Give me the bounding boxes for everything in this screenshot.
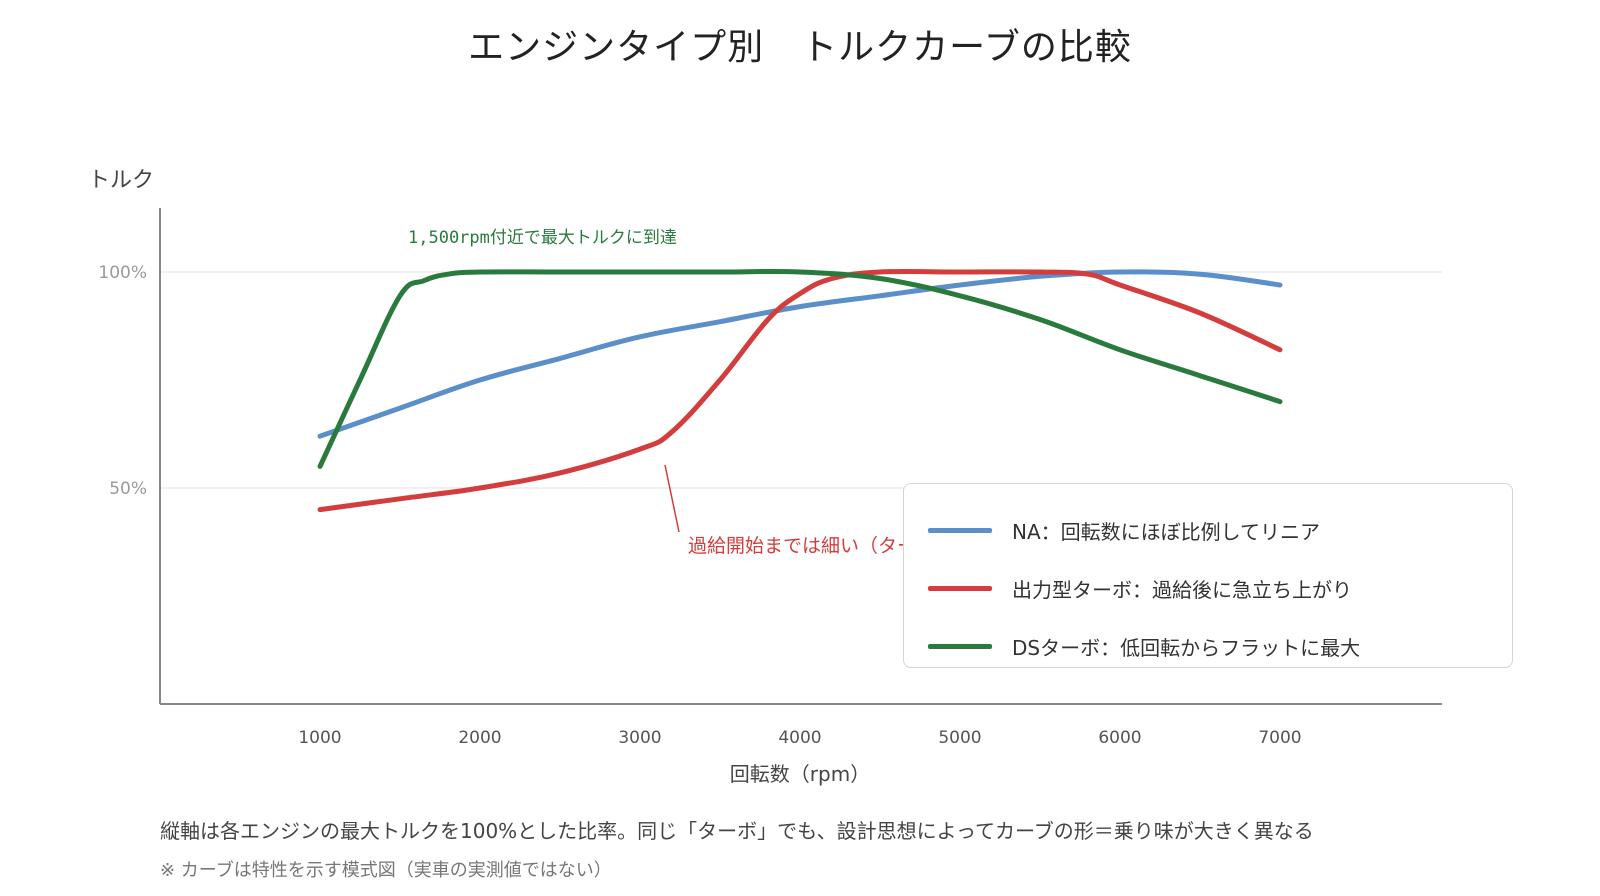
x-tick-label-4000: 4000 [778, 728, 821, 748]
legend-item-ds-turbo: DSターボ：低回転からフラットに最大 [904, 631, 1360, 661]
series-line-ds-turbo [317, 268, 1283, 469]
legend-label-power-turbo: 出力型ターボ：過給後に急立ち上がり [1012, 577, 1352, 602]
legend-swatch-na [928, 527, 992, 533]
x-tick-label-7000: 7000 [1258, 728, 1301, 748]
series-line-na [317, 269, 1283, 439]
y-axis-label: トルク [88, 168, 154, 193]
legend-swatch-power-turbo [928, 585, 992, 591]
axes [159, 208, 1442, 705]
x-tick-label-1000: 1000 [298, 728, 341, 748]
y-tick-label-100: 100% [98, 263, 147, 283]
x-tick-label-6000: 6000 [1098, 728, 1141, 748]
chart-title: エンジンタイプ別 トルクカーブの比較 [468, 27, 1132, 68]
footnote: 縦軸は各エンジンの最大トルクを100%とした比率。同じ「ターボ」でも、設計思想に… [160, 819, 1314, 843]
y-tick-label-50: 50% [109, 479, 147, 499]
x-tick-label-5000: 5000 [938, 728, 981, 748]
series-line-power-turbo [317, 268, 1283, 513]
x-axis-label: 回転数（rpm） [730, 762, 870, 786]
legend-swatch-ds-turbo [928, 643, 992, 649]
series-lines [317, 268, 1283, 513]
legend-label-ds-turbo: DSターボ：低回転からフラットに最大 [1012, 635, 1361, 660]
x-tick-label-3000: 3000 [618, 728, 661, 748]
legend-item-na: NA：回転数にほぼ比例してリニア [904, 515, 1320, 545]
legend-label-na: NA：回転数にほぼ比例してリニア [1012, 519, 1321, 544]
disclaimer-note: ※ カーブは特性を示す模式図（実車の実測値ではない） [160, 860, 612, 881]
turbo-lag-leader-line [664, 464, 680, 533]
annotation-max-torque: 1,500rpm付近で最大トルクに到達 [408, 228, 677, 248]
legend-item-power-turbo: 出力型ターボ：過給後に急立ち上がり [904, 573, 1352, 603]
tick-labels: 50% 100% 1000 2000 3000 4000 5000 6000 7000 [98, 263, 1301, 748]
legend: NA：回転数にほぼ比例してリニア 出力型ターボ：過給後に急立ち上がり DSターボ… [903, 483, 1513, 668]
x-tick-label-2000: 2000 [458, 728, 501, 748]
